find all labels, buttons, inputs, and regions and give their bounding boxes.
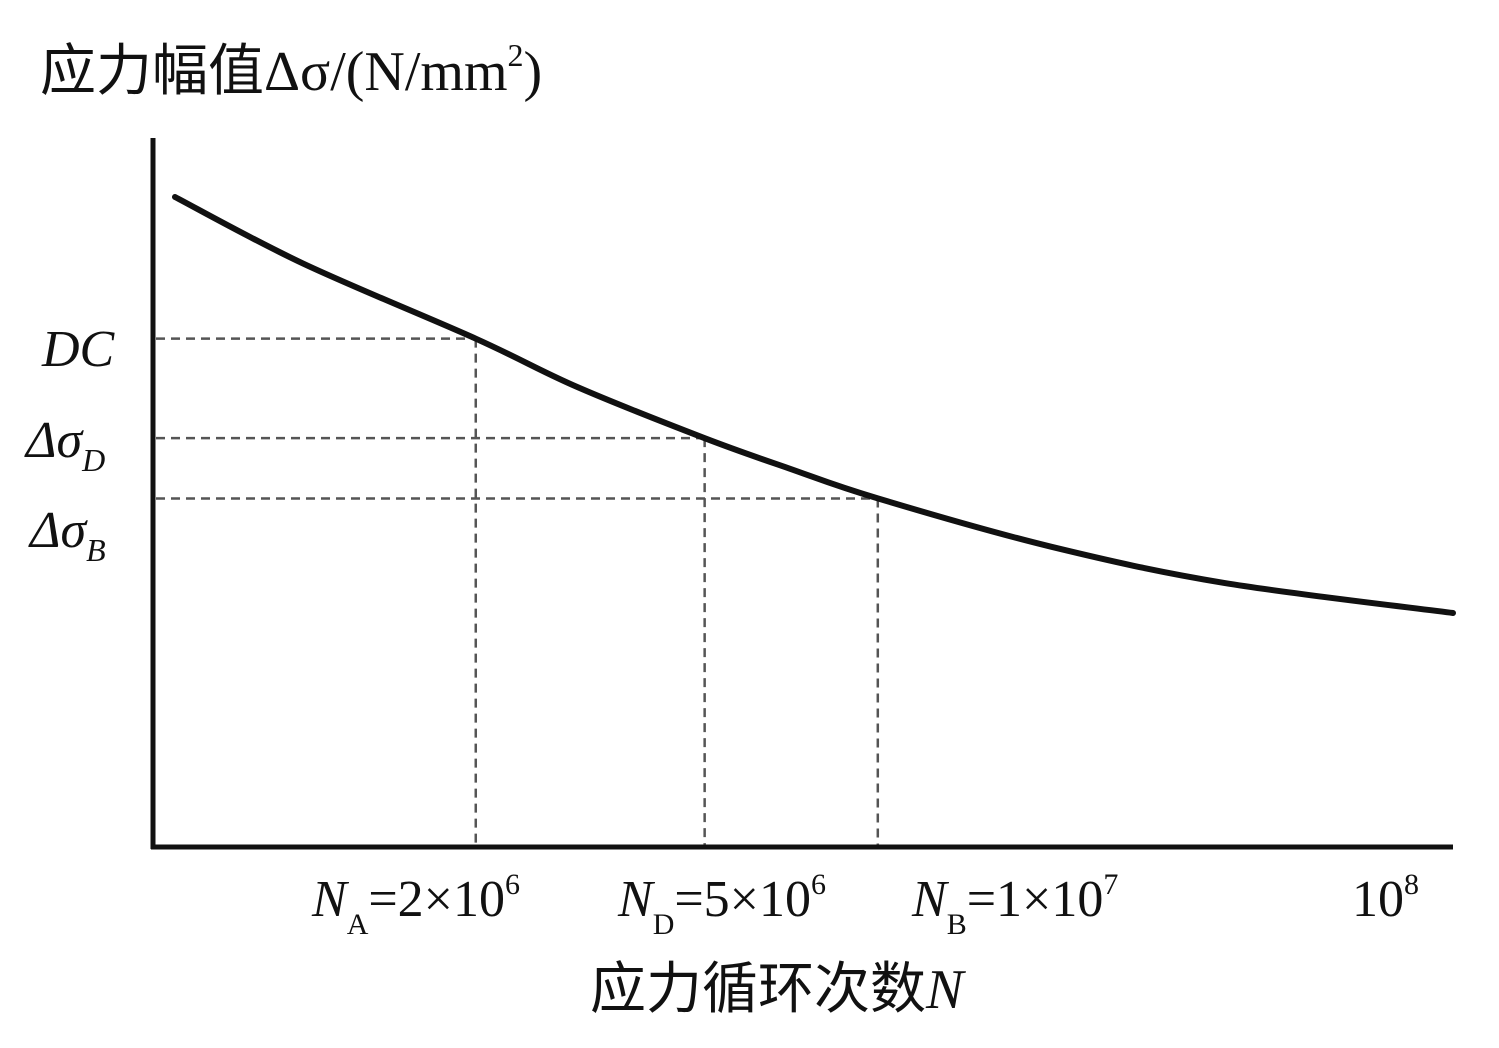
ref-label-delta-sigma-b: ΔσB bbox=[28, 502, 106, 568]
ref-label-delta-sigma-d: ΔσD bbox=[24, 412, 105, 478]
guide-lines bbox=[156, 337, 880, 845]
sn-curve-line bbox=[172, 194, 1456, 616]
y-axis-title-main: 应力幅值Δσ/(N/mm bbox=[40, 41, 508, 103]
x-tick-label-nb: NB=1×107 bbox=[911, 868, 1118, 941]
ref-label-dc: DC bbox=[41, 321, 116, 378]
x-tick-label-na: NA=2×106 bbox=[311, 868, 520, 941]
y-axis-title: 应力幅值Δσ/(N/mm2) bbox=[40, 37, 542, 103]
y-axis-title-sup: 2 bbox=[508, 37, 524, 73]
y-axis-title-tail: ) bbox=[524, 41, 543, 103]
x-tick-label-nd: ND=5×106 bbox=[617, 868, 826, 941]
x-axis-title: 应力循环次数N bbox=[590, 959, 966, 1021]
x-tick-label-end: 108 bbox=[1352, 868, 1419, 928]
